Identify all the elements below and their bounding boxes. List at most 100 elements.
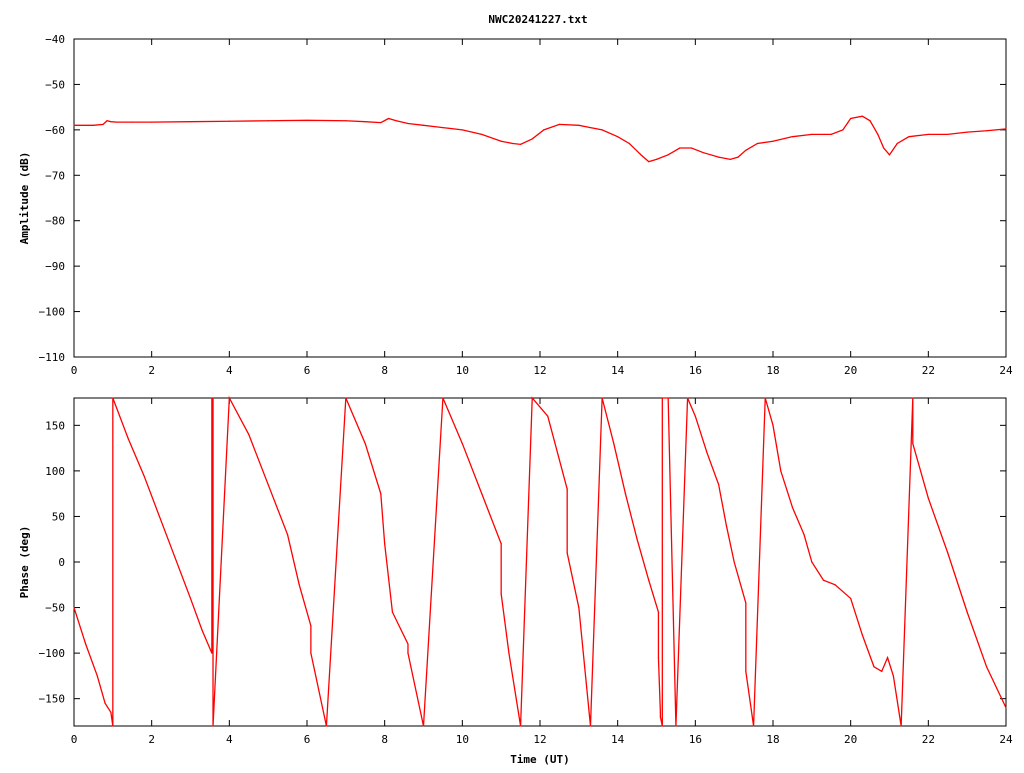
amplitude-data-point <box>729 158 731 160</box>
phase-data-point <box>861 634 863 636</box>
amplitude-x-tick-label: 6 <box>304 364 311 377</box>
phase-y-tick-label: 150 <box>45 419 65 432</box>
amplitude-data-point <box>648 161 650 163</box>
phase-y-tick-label: −100 <box>39 647 66 660</box>
phase-data-point <box>927 497 929 499</box>
amplitude-data-point <box>861 115 863 117</box>
phase-data-point <box>912 397 914 399</box>
phase-data-point <box>391 611 394 613</box>
phase-data-point <box>659 711 661 713</box>
phase-data-point <box>500 543 502 545</box>
phase-x-tick-label: 16 <box>689 733 702 746</box>
amplitude-x-tick-label: 8 <box>381 364 388 377</box>
phase-data-point <box>745 602 747 604</box>
phase-data-point <box>657 611 660 613</box>
phase-data-point <box>364 442 366 445</box>
phase-data-point <box>73 606 75 609</box>
amplitude-data-point <box>628 142 630 145</box>
amplitude-data-point <box>73 124 75 126</box>
phase-data-point <box>143 474 145 477</box>
amplitude-x-tick-label: 16 <box>689 364 702 377</box>
phase-data-point <box>745 670 747 672</box>
amplitude-y-axis-label: Amplitude (dB) <box>18 152 31 245</box>
phase-data-point <box>384 543 386 545</box>
phase-data-point <box>345 397 347 399</box>
amplitude-data-point <box>883 147 885 149</box>
phase-data-point <box>298 584 300 586</box>
amplitude-data-point <box>601 129 603 131</box>
chart-title: NWC20241227.txt <box>488 13 587 26</box>
amplitude-data-point <box>947 133 949 135</box>
amplitude-data-point <box>791 136 794 138</box>
amplitude-data-point <box>228 120 230 122</box>
phase-data-point <box>706 452 708 454</box>
amplitude-data-point <box>387 117 390 120</box>
phase-data-point <box>310 652 312 654</box>
phase-data-point <box>791 506 794 508</box>
phase-x-tick-label: 8 <box>381 733 388 746</box>
amplitude-data-point <box>737 156 739 158</box>
phase-x-axis-label: Time (UT) <box>510 753 570 766</box>
phase-x-tick-label: 0 <box>71 733 78 746</box>
amplitude-data-point <box>908 136 910 138</box>
phase-x-tick-label: 14 <box>611 733 625 746</box>
phase-x-tick-label: 24 <box>999 733 1013 746</box>
phase-data-point <box>461 442 463 445</box>
phase-data-point <box>811 561 813 563</box>
amplitude-data-point <box>888 154 891 156</box>
amplitude-data-point <box>811 133 813 135</box>
phase-data-point <box>718 483 720 486</box>
amplitude-data-point <box>106 120 108 122</box>
phase-x-tick-label: 12 <box>533 733 546 746</box>
phase-data-point <box>407 643 409 645</box>
phase-x-tick-label: 10 <box>456 733 469 746</box>
amplitude-data-point <box>655 158 658 160</box>
phase-data-point <box>733 561 735 563</box>
phase-data-point <box>661 397 663 399</box>
amplitude-data-point <box>531 138 533 140</box>
phase-data-point <box>112 725 114 727</box>
amplitude-x-tick-label: 18 <box>766 364 779 377</box>
amplitude-data-point <box>151 121 153 123</box>
amplitude-data-point <box>558 123 561 126</box>
phase-data-point <box>212 725 214 727</box>
phase-data-point <box>613 442 615 445</box>
amplitude-data-point <box>756 142 759 145</box>
amplitude-y-tick-label: −60 <box>45 124 65 137</box>
phase-data-point <box>547 415 549 417</box>
phase-data-point <box>601 397 603 399</box>
phase-data-point <box>985 666 988 668</box>
amplitude-x-tick-label: 0 <box>71 364 78 377</box>
amplitude-data-point <box>461 129 463 131</box>
phase-data-point <box>822 579 825 581</box>
amplitude-data-point <box>500 140 502 142</box>
phase-y-tick-label: −50 <box>45 602 65 615</box>
amplitude-x-tick-label: 10 <box>456 364 469 377</box>
phase-data-point <box>325 725 328 727</box>
amplitude-plot-frame <box>73 38 1007 358</box>
phase-data-point <box>85 643 87 645</box>
phase-data-point <box>286 534 289 536</box>
amplitude-data-point <box>679 147 681 149</box>
amplitude-x-tick-label: 4 <box>226 364 233 377</box>
amplitude-x-tick-label: 22 <box>922 364 935 377</box>
phase-data-point <box>834 584 836 586</box>
amplitude-data-point <box>306 119 308 121</box>
phase-data-point <box>772 424 774 426</box>
phase-data-point <box>886 657 889 659</box>
phase-data-point <box>228 397 230 399</box>
amplitude-data-point <box>877 133 879 135</box>
phase-y-tick-label: 100 <box>45 465 65 478</box>
phase-x-tick-label: 20 <box>844 733 857 746</box>
amplitude-data-point <box>702 151 704 154</box>
phase-data-point <box>407 652 409 654</box>
amplitude-data-point <box>395 120 397 122</box>
phase-panel: 0 2 4 6 8 10 12 14 16 18 20 22 24−150−100−5005010015… <box>18 395 1013 766</box>
phase-x-tick-label: 2 <box>148 733 155 746</box>
phase-data-point <box>1005 707 1007 709</box>
amplitude-data-point <box>131 121 133 123</box>
phase-data-point <box>657 657 660 659</box>
phase-data-point <box>686 397 689 399</box>
phase-plot-frame <box>73 397 1007 727</box>
